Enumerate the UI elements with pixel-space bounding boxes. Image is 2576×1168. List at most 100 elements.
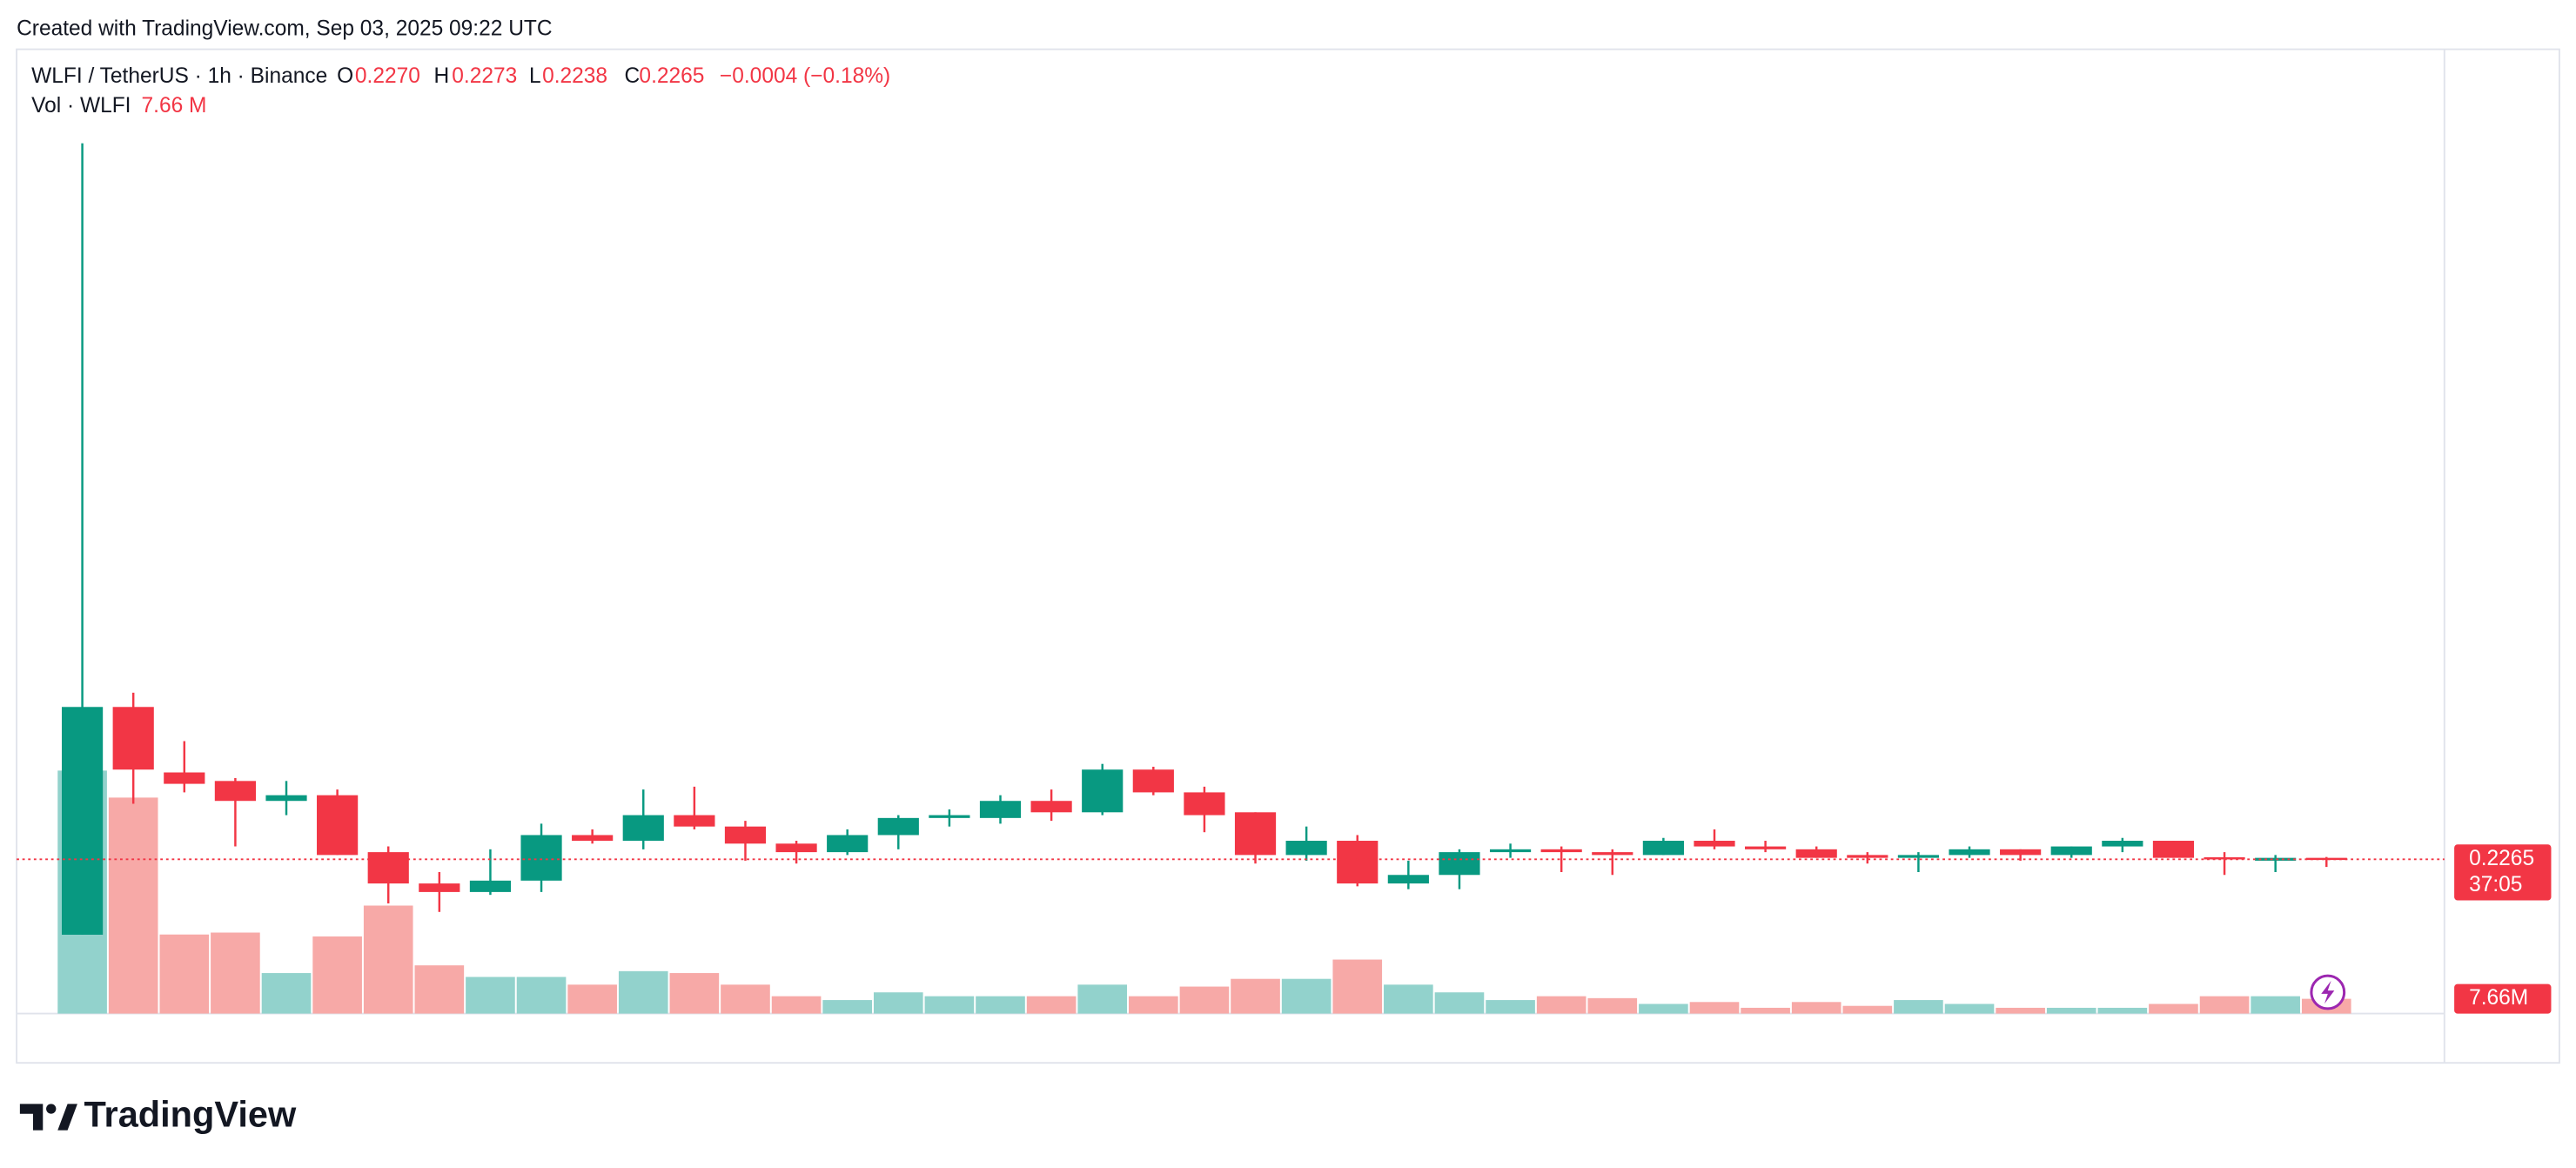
volume-bar — [1384, 984, 1433, 1014]
volume-pane — [57, 770, 2351, 1014]
candle-body — [1592, 852, 1633, 856]
volume-badge-label: 7.66M — [2469, 986, 2528, 1010]
volume-bar — [1536, 996, 1587, 1014]
candle-body — [1540, 849, 1582, 853]
candle-body — [1387, 875, 1429, 884]
volume-bar — [1332, 959, 1383, 1014]
candle-body — [2102, 841, 2143, 847]
high-value: 0.2273 — [452, 64, 517, 88]
candle-body — [1897, 855, 1940, 858]
candle-body — [572, 835, 614, 842]
volume-bar — [2149, 1004, 2198, 1014]
candle-body — [2152, 841, 2195, 858]
volume-bar — [2199, 996, 2250, 1014]
price-badge-label: 0.2265 — [2469, 847, 2534, 870]
vol-value: 7.66 M — [142, 94, 207, 117]
volume-bar — [822, 1000, 872, 1014]
o-label: O — [337, 64, 353, 88]
volume-bar — [1639, 1004, 1688, 1014]
candle-body — [469, 880, 512, 892]
candle-body — [877, 817, 919, 836]
candle-body — [1082, 769, 1124, 813]
candle-body — [1132, 769, 1174, 793]
volume-bar — [108, 797, 158, 1014]
volume-bar — [2251, 996, 2300, 1014]
volume-bar — [1741, 1007, 1790, 1014]
candle-body — [979, 801, 1022, 818]
volume-bar — [261, 973, 312, 1014]
volume-bar — [363, 905, 413, 1014]
volume-bar — [159, 934, 210, 1014]
volume-bar — [721, 984, 770, 1014]
candle-body — [1184, 792, 1225, 816]
candle-body — [1489, 849, 1532, 853]
candle-body — [724, 826, 767, 844]
credit: Created with TradingView.com, Sep 03, 20… — [17, 17, 553, 40]
candle-body — [1949, 849, 1990, 856]
flash-icon[interactable] — [2310, 974, 2346, 1010]
candle-body — [929, 815, 970, 818]
volume-bar — [567, 984, 617, 1014]
close-value: 0.2265 — [639, 64, 704, 88]
volume-bar — [1689, 1002, 1740, 1014]
candle-body — [1337, 841, 1379, 884]
candle-body — [2000, 849, 2042, 856]
candle-body — [1285, 841, 1327, 856]
volume-bar — [312, 936, 362, 1014]
candle-body — [2255, 857, 2297, 861]
l-label: L — [529, 64, 541, 88]
candle-body — [1439, 852, 1480, 876]
axes: 0.2265 37:05 7.66M — [17, 844, 2552, 1014]
low-value: 0.2238 — [542, 64, 607, 88]
volume-bar — [924, 996, 975, 1014]
volume-bar — [771, 996, 822, 1014]
candle-body — [1745, 846, 1787, 849]
candles — [61, 143, 2347, 935]
volume-bar — [1434, 992, 1485, 1014]
candle-body — [164, 772, 205, 784]
legend: WLFI / TetherUS · 1h · Binance O 0.2270 … — [31, 64, 890, 117]
candle-body — [2305, 857, 2347, 861]
volume-bar — [1077, 984, 1128, 1014]
volume-bar — [2097, 1007, 2148, 1014]
price-badge — [2454, 844, 2552, 901]
volume-bar — [1996, 1007, 2045, 1014]
volume-bar — [211, 932, 260, 1014]
volume-bar — [2046, 1007, 2096, 1014]
candle-body — [1795, 849, 1837, 858]
flash-bolt[interactable] — [2321, 980, 2335, 1004]
candle-body — [827, 835, 869, 853]
volume-bar — [1486, 1000, 1535, 1014]
logo-mark — [57, 1104, 77, 1131]
candle-body — [214, 781, 257, 802]
volume-bar — [1179, 986, 1230, 1014]
volume-bar — [1791, 1002, 1841, 1014]
volume-bar — [1231, 978, 1280, 1014]
logo-mark — [46, 1104, 57, 1114]
volume-bar — [466, 977, 515, 1014]
volume-bar — [976, 996, 1025, 1014]
candle-body — [61, 707, 104, 935]
volume-bar — [1129, 996, 1178, 1014]
vol-label: Vol · WLFI — [31, 94, 131, 117]
candle-body — [674, 815, 715, 827]
candle-body — [367, 852, 409, 884]
volume-badge — [2454, 983, 2552, 1014]
volume-bar — [1894, 1000, 1943, 1014]
volume-bar — [1842, 1005, 1893, 1014]
candle-body — [1234, 812, 1277, 856]
volume-bar — [516, 977, 567, 1014]
frame — [16, 48, 2560, 1064]
volume-bar — [669, 973, 720, 1014]
brand: TradingView — [84, 1093, 296, 1134]
candle-body — [1694, 841, 1735, 847]
volume-bar — [1281, 978, 1332, 1014]
volume-bar — [1026, 996, 1077, 1014]
countdown: 37:05 — [2469, 873, 2522, 896]
candle-body — [1030, 801, 1072, 813]
logo: TradingView — [19, 1093, 297, 1134]
candle-body — [520, 835, 562, 881]
candle-body — [2204, 856, 2245, 860]
